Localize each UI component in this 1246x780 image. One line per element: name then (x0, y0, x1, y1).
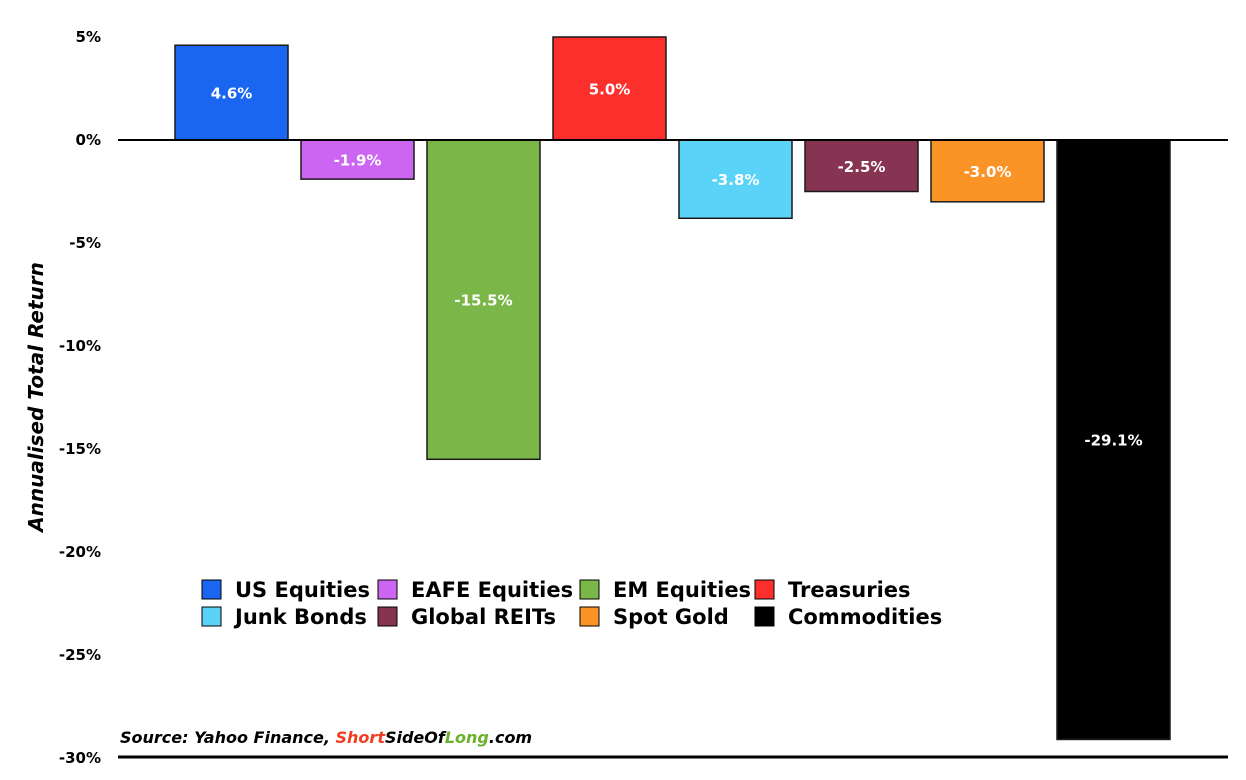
bar-value-label: -1.9% (334, 152, 382, 170)
bar (1056, 139, 1171, 741)
legend-label: Treasuries (788, 578, 911, 602)
bar-value-label: -29.1% (1084, 432, 1142, 450)
y-tick-label: -15% (59, 440, 101, 458)
y-tick-label: 0% (76, 131, 101, 149)
legend: US Equities EAFE Equities EM Equities Treas… (201, 578, 942, 629)
legend-label: Global REITs (411, 605, 556, 629)
source-prefix: Source: Yahoo Finance, (120, 728, 336, 747)
bar (930, 139, 1045, 203)
legend-label: EAFE Equities (411, 578, 573, 602)
legend-swatch (754, 579, 775, 600)
bar-value-label: -3.0% (964, 163, 1012, 181)
source-brand-long: Long (445, 728, 489, 747)
bar-value-label: -15.5% (454, 292, 512, 310)
bar-value-label: -3.8% (712, 171, 760, 189)
y-tick-label: -10% (59, 337, 101, 355)
y-tick-label: 5% (76, 28, 101, 46)
legend-label: EM Equities (613, 578, 751, 602)
legend-label: Junk Bonds (233, 605, 367, 629)
legend-label: Spot Gold (613, 605, 729, 629)
bars: 4.6% -1.9% -15.5% 5.0% -3.8% -2.5% -3.0% -29.1% (174, 36, 1171, 741)
source-brand-short: Short (336, 728, 387, 747)
legend-label: Commodities (788, 605, 942, 629)
y-tick-label: -30% (59, 749, 101, 767)
legend-swatch (377, 606, 398, 627)
legend-label: US Equities (235, 578, 370, 602)
legend-swatch (201, 606, 222, 627)
bar-value-label: 5.0% (589, 81, 631, 99)
bar (678, 139, 793, 220)
legend-swatch (579, 606, 600, 627)
legend-swatch (201, 579, 222, 600)
bar (300, 139, 415, 180)
bar-value-label: -2.5% (838, 158, 886, 176)
bar-value-label: 4.6% (211, 85, 253, 103)
y-tick-label: -5% (69, 234, 101, 252)
bar (552, 36, 667, 141)
legend-swatch (754, 606, 775, 627)
legend-swatch (377, 579, 398, 600)
legend-swatch (579, 579, 600, 600)
y-tick-label: -20% (59, 543, 101, 561)
source-suffix: .com (489, 728, 532, 747)
bar (804, 139, 919, 193)
source-brand-sideof: SideOf (385, 728, 447, 747)
y-axis-ticks: 5% 0% -5% -10% -15% -20% -25% -30% (59, 28, 101, 767)
y-axis-label: Annualised Total Return (24, 262, 48, 534)
source-note: Source: Yahoo Finance, ShortSideOfLong.c… (120, 728, 532, 747)
bar (174, 44, 289, 141)
y-tick-label: -25% (59, 646, 101, 664)
